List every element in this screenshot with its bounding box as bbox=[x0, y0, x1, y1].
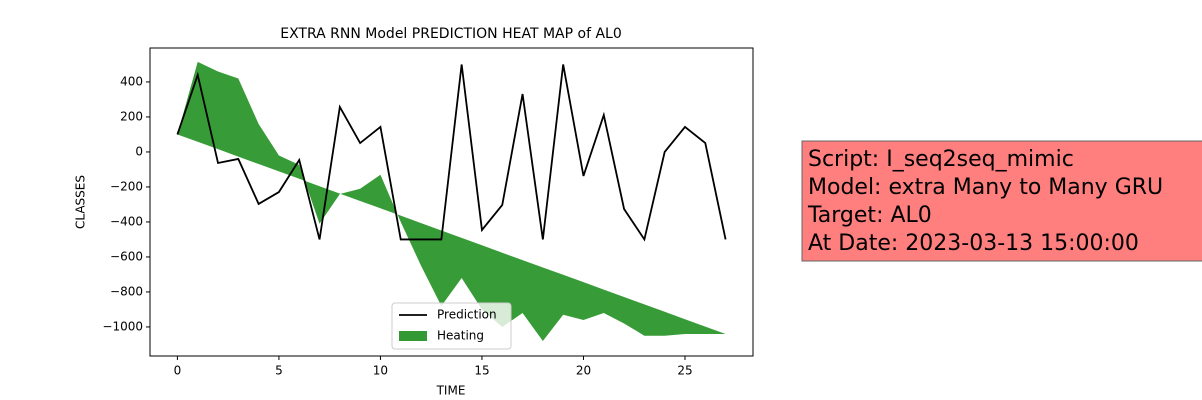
y-tick-label: 0 bbox=[135, 144, 143, 158]
y-tick-label: −1000 bbox=[102, 319, 143, 333]
y-tick-label: −800 bbox=[110, 284, 143, 298]
legend-label: Heating bbox=[437, 329, 484, 343]
annotation-line: Target: AL0 bbox=[807, 203, 932, 228]
annotation-box bbox=[801, 140, 1202, 262]
x-tick-label: 15 bbox=[474, 364, 489, 378]
area bbox=[177, 61, 726, 341]
x-tick-label: 0 bbox=[174, 364, 182, 378]
x-tick-label: 20 bbox=[576, 364, 591, 378]
line bbox=[176, 64, 727, 242]
legend-swatch bbox=[399, 331, 427, 341]
y-tick-label: 200 bbox=[120, 109, 143, 123]
annotation-line: Model: extra Many to Many GRU bbox=[808, 175, 1163, 200]
annotation-line: At Date: 2023-03-13 15:00:00 bbox=[808, 231, 1139, 256]
x-tick-label: 10 bbox=[373, 364, 388, 378]
chart-title: EXTRA RNN Model PREDICTION HEAT MAP of A… bbox=[280, 26, 622, 42]
x-tick-label: 25 bbox=[677, 364, 692, 378]
plot-frame bbox=[149, 47, 754, 357]
y-axis-label: CLASSES bbox=[74, 175, 88, 229]
y-tick-label: −400 bbox=[110, 214, 143, 228]
y-tick-label: −200 bbox=[110, 179, 143, 193]
legend-label: Prediction bbox=[437, 308, 497, 322]
x-axis-label: TIME bbox=[436, 384, 466, 398]
x-tick-label: 5 bbox=[275, 364, 283, 378]
y-tick-label: −600 bbox=[110, 249, 143, 263]
annotation-line: Script: I_seq2seq_mimic bbox=[808, 147, 1074, 172]
y-tick-label: 400 bbox=[120, 74, 143, 88]
